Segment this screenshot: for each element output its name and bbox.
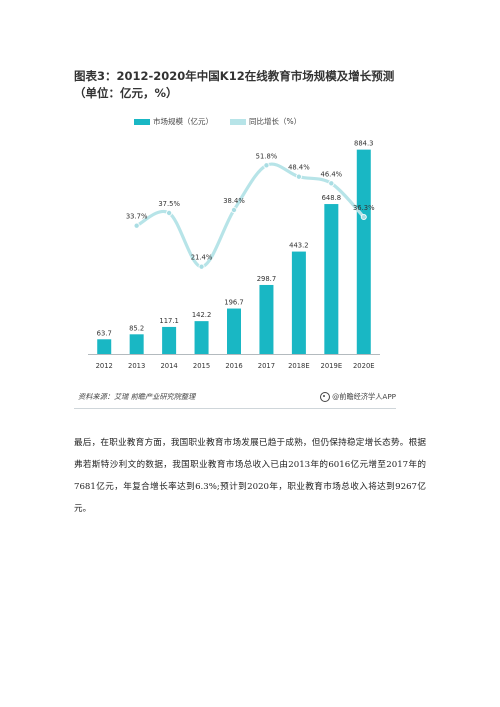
- growth-point-2019E: [328, 180, 335, 187]
- growth-point-2015: [198, 263, 205, 270]
- body-paragraph: 最后，在职业教育方面，我国职业教育市场发展已趋于成熟，但仍保持稳定增长态势。根据…: [74, 438, 426, 514]
- bar-2020E: [356, 149, 371, 354]
- source-row: 资料来源：艾瑞 前瞻产业研究院整理 @前瞻经济学人APP: [78, 392, 396, 406]
- bar-2012: [97, 339, 112, 354]
- bar-label-2013: 85.2: [129, 324, 144, 332]
- growth-label-2020E: 36.3%: [353, 204, 375, 212]
- legend-item-line: 同比增长（%）: [230, 116, 301, 127]
- growth-point-2014: [166, 210, 173, 217]
- x-tick-label-2013: 2013: [128, 362, 145, 370]
- legend-swatch-line: [230, 119, 246, 125]
- x-tick-label-2016: 2016: [225, 362, 242, 370]
- x-tick-label-2014: 2014: [160, 362, 177, 370]
- bar-label-2020E: 884.3: [354, 140, 373, 148]
- bar-2014: [162, 326, 177, 354]
- bar-2019E: [324, 204, 339, 354]
- growth-point-2020E: [360, 214, 367, 221]
- bar-label-2017: 298.7: [257, 275, 276, 283]
- legend-label-bar: 市场规模（亿元）: [153, 117, 213, 126]
- growth-label-2018E: 48.4%: [288, 164, 310, 172]
- chart-plot: 63.7 2012 85.2 2013 117.1 2014 142.2 2015 196.7 2…: [88, 140, 380, 370]
- growth-point-2017: [263, 162, 270, 169]
- bar-2013: [129, 334, 144, 354]
- growth-point-2018E: [295, 173, 302, 180]
- bar-label-2019E: 648.8: [322, 194, 341, 202]
- bar-2016: [227, 308, 241, 354]
- growth-point-2013: [133, 222, 140, 229]
- bar-label-2016: 196.7: [224, 299, 243, 307]
- bar-label-2018E: 443.2: [289, 242, 308, 250]
- source-credit: @前瞻经济学人APP: [320, 392, 396, 402]
- bar-label-2014: 117.1: [159, 317, 178, 325]
- bar-2015: [194, 321, 209, 354]
- growth-label-2014: 37.5%: [158, 200, 180, 208]
- x-tick-label-2015: 2015: [193, 362, 210, 370]
- source-credit-text: @前瞻经济学人APP: [332, 392, 396, 401]
- brand-icon: [320, 392, 331, 402]
- bar-label-2012: 63.7: [97, 329, 112, 337]
- x-tick-label-2020E: 2020E: [353, 362, 375, 370]
- growth-label-2017: 51.8%: [256, 152, 278, 160]
- legend-swatch-bar: [134, 119, 150, 125]
- legend-label-line: 同比增长（%）: [249, 117, 302, 126]
- growth-label-2013: 33.7%: [126, 213, 148, 221]
- x-tick-label-2012: 2012: [96, 362, 113, 370]
- growth-line: [135, 162, 366, 269]
- growth-label-2019E: 46.4%: [321, 170, 343, 178]
- growth-label-2016: 38.4%: [223, 197, 245, 205]
- x-tick-label-2018E: 2018E: [288, 362, 310, 370]
- legend-item-bar: 市场规模（亿元）: [134, 116, 213, 127]
- chart-figure: 图表3：2012-2020年中国K12在线教育市场规模及增长预测（单位：亿元，%…: [74, 62, 396, 412]
- source-note: 资料来源：艾瑞 前瞻产业研究院整理: [78, 392, 196, 401]
- x-tick-label-2017: 2017: [258, 362, 275, 370]
- bar-label-2015: 142.2: [192, 311, 211, 319]
- growth-point-2016: [230, 207, 237, 214]
- x-tick-label-2019E: 2019E: [321, 362, 343, 370]
- source-divider: [74, 408, 396, 409]
- chart-title: 图表3：2012-2020年中国K12在线教育市场规模及增长预测（单位：亿元，%…: [74, 69, 395, 100]
- body-text: 最后，在职业教育方面，我国职业教育市场发展已趋于成熟，但仍保持稳定增长态势。根据…: [74, 432, 426, 520]
- bar-2017: [259, 284, 274, 354]
- bar-2018E: [291, 251, 306, 354]
- growth-label-2015: 21.4%: [191, 254, 213, 262]
